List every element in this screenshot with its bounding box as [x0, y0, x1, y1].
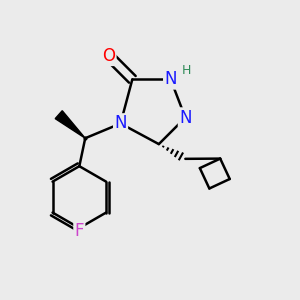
- Text: N: N: [114, 115, 127, 133]
- Polygon shape: [55, 111, 85, 138]
- Text: H: H: [182, 64, 191, 77]
- Text: N: N: [164, 70, 177, 88]
- Text: F: F: [75, 222, 84, 240]
- Text: N: N: [179, 109, 192, 127]
- Text: O: O: [102, 47, 115, 65]
